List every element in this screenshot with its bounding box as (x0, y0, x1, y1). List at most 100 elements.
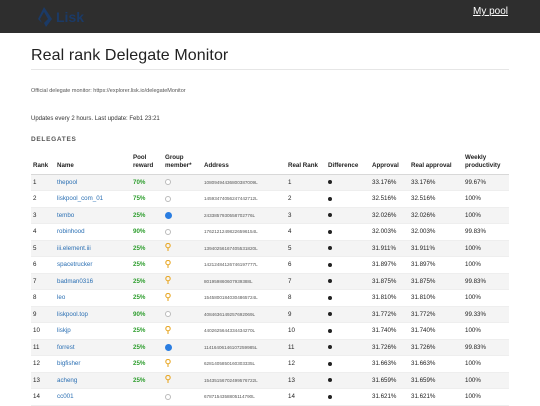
cell-name[interactable]: liskpool.top (55, 306, 131, 323)
cell-weekly-productivity-text: 100% (465, 393, 481, 401)
my-pool-link[interactable]: My pool (472, 6, 508, 17)
cell-pool-reward-text: 25% (133, 343, 146, 351)
cell-name[interactable]: iii.element.iii (55, 240, 131, 257)
col-difference[interactable]: Difference (326, 148, 370, 175)
cell-pool-reward-text: 25% (133, 360, 146, 368)
cell-rank-text: 13 (33, 376, 40, 384)
col-real-approval[interactable]: Real approval (409, 148, 463, 175)
cell-name-text[interactable]: spacetrucker (57, 261, 93, 269)
cell-weekly-productivity-text: 100% (465, 327, 481, 335)
empty-circle-icon (165, 195, 171, 202)
cell-pool-reward: 90% (131, 223, 163, 241)
cell-weekly-productivity: 100% (463, 289, 509, 307)
col-pool-reward[interactable]: Pool reward (131, 148, 163, 175)
cell-name-text[interactable]: leo (57, 294, 66, 302)
pin-icon (165, 243, 171, 253)
cell-rank-text: 12 (33, 360, 40, 368)
cell-address: 14212484126746197777L (202, 256, 286, 274)
cell-address-text: 11416406146107259985L (204, 344, 258, 350)
cell-pool-reward: 25% (131, 372, 163, 389)
cell-real-approval-text: 31.897% (411, 261, 436, 269)
cell-approval: 31.740% (370, 322, 409, 340)
table-row: 13 acheng 25% 15435156702499576722L 13 31.659… (31, 372, 509, 389)
cell-real-rank-text: 13 (288, 376, 295, 384)
col-approval[interactable]: Approval (370, 148, 409, 175)
cell-pool-reward-text: 90% (133, 228, 146, 236)
cell-name-text[interactable]: thepool (57, 178, 78, 186)
cell-name-text[interactable]: liskpool.top (57, 310, 88, 318)
cell-weekly-productivity-text: 99.67% (465, 178, 486, 186)
cell-name-text[interactable]: robinhood (57, 228, 85, 236)
cell-pool-reward-text: 25% (133, 244, 146, 252)
cell-name[interactable]: liskjp (55, 322, 131, 340)
cell-group-member (163, 322, 202, 340)
cell-name[interactable]: robinhood (55, 223, 131, 241)
pin-icon (165, 259, 171, 270)
cell-name-text[interactable]: tembo (57, 211, 75, 219)
cell-name-text[interactable]: bigfisher (57, 360, 81, 368)
cell-pool-reward: 25% (131, 322, 163, 340)
cell-address: 801959860607939388L (202, 273, 286, 290)
title-divider (31, 69, 509, 70)
cell-real-rank: 12 (286, 355, 326, 373)
cell-name[interactable]: acheng (55, 372, 131, 389)
logo-text: Lisk (56, 9, 85, 25)
cell-rank: 11 (31, 339, 55, 356)
col-address[interactable]: Address (202, 148, 286, 175)
col-group-member[interactable]: Group member* (163, 148, 202, 175)
cell-real-rank-text: 5 (288, 244, 292, 252)
col-rank[interactable]: Rank (31, 148, 55, 175)
cell-pool-reward: 75% (131, 190, 163, 208)
col-name[interactable]: Name (55, 148, 131, 175)
delegates-table: Rank Name Pool reward Group member* Addr… (31, 148, 509, 406)
cell-approval: 31.810% (370, 289, 409, 307)
cell-rank-text: 5 (33, 244, 37, 252)
cell-name[interactable]: bigfisher (55, 355, 131, 373)
cell-address-text: 6281405850160303335L (204, 361, 256, 367)
col-real-rank[interactable]: Real Rank (286, 148, 326, 175)
cell-name[interactable]: spacetrucker (55, 256, 131, 274)
cell-rank: 1 (31, 174, 55, 191)
cell-approval-text: 31.659% (372, 376, 397, 384)
cell-name-text[interactable]: iii.element.iii (57, 244, 91, 252)
cell-pool-reward-text: 25% (133, 294, 146, 302)
cell-name[interactable]: liskpool_com_01 (55, 190, 131, 208)
cell-real-approval-text: 32.516% (411, 195, 436, 203)
cell-approval-text: 31.726% (372, 343, 397, 351)
cell-name[interactable]: badman0316 (55, 273, 131, 290)
cell-weekly-productivity-text: 100% (465, 261, 481, 269)
lisk-logo[interactable]: Lisk (36, 7, 84, 29)
cell-real-approval: 32.003% (409, 223, 463, 241)
table-row: 14 cc001 6787154358805114790L 14 31.621% 31.6… (31, 388, 509, 406)
cell-approval: 32.516% (370, 190, 409, 208)
filled-circle-icon (165, 211, 172, 219)
cell-difference (326, 273, 370, 290)
cell-real-approval-text: 33.176% (411, 178, 436, 186)
cell-real-approval-text: 32.003% (411, 228, 436, 236)
cell-rank-text: 9 (33, 310, 37, 318)
cell-name[interactable]: thepool (55, 174, 131, 191)
cell-name[interactable]: leo (55, 289, 131, 307)
cell-difference (326, 388, 370, 406)
cell-name-text[interactable]: badman0316 (57, 277, 94, 285)
dot-icon (328, 345, 332, 350)
cell-real-approval: 33.176% (409, 174, 463, 191)
cell-name[interactable]: cc001 (55, 388, 131, 406)
cell-address-text: 801959860607939388L (204, 278, 253, 284)
cell-name[interactable]: tembo (55, 207, 131, 224)
filled-circle-icon (165, 343, 172, 351)
cell-name-text[interactable]: liskjp (57, 327, 71, 335)
cell-name-text[interactable]: acheng (57, 376, 78, 384)
cell-name-text[interactable]: liskpool_com_01 (57, 195, 104, 203)
cell-rank: 6 (31, 256, 55, 274)
cell-pool-reward-text: 25% (133, 327, 146, 335)
cell-name-text[interactable]: cc001 (57, 393, 74, 401)
cell-name[interactable]: forrest (55, 339, 131, 356)
table-header-row: Rank Name Pool reward Group member* Addr… (31, 148, 509, 175)
cell-address: 2433857930558702776L (202, 207, 286, 224)
cell-name-text[interactable]: forrest (57, 343, 75, 351)
cell-group-member (163, 289, 202, 307)
col-weekly-productivity[interactable]: Weekly productivity (463, 148, 509, 175)
cell-weekly-productivity: 100% (463, 322, 509, 340)
cell-address: 17621212498226596154L (202, 223, 286, 241)
